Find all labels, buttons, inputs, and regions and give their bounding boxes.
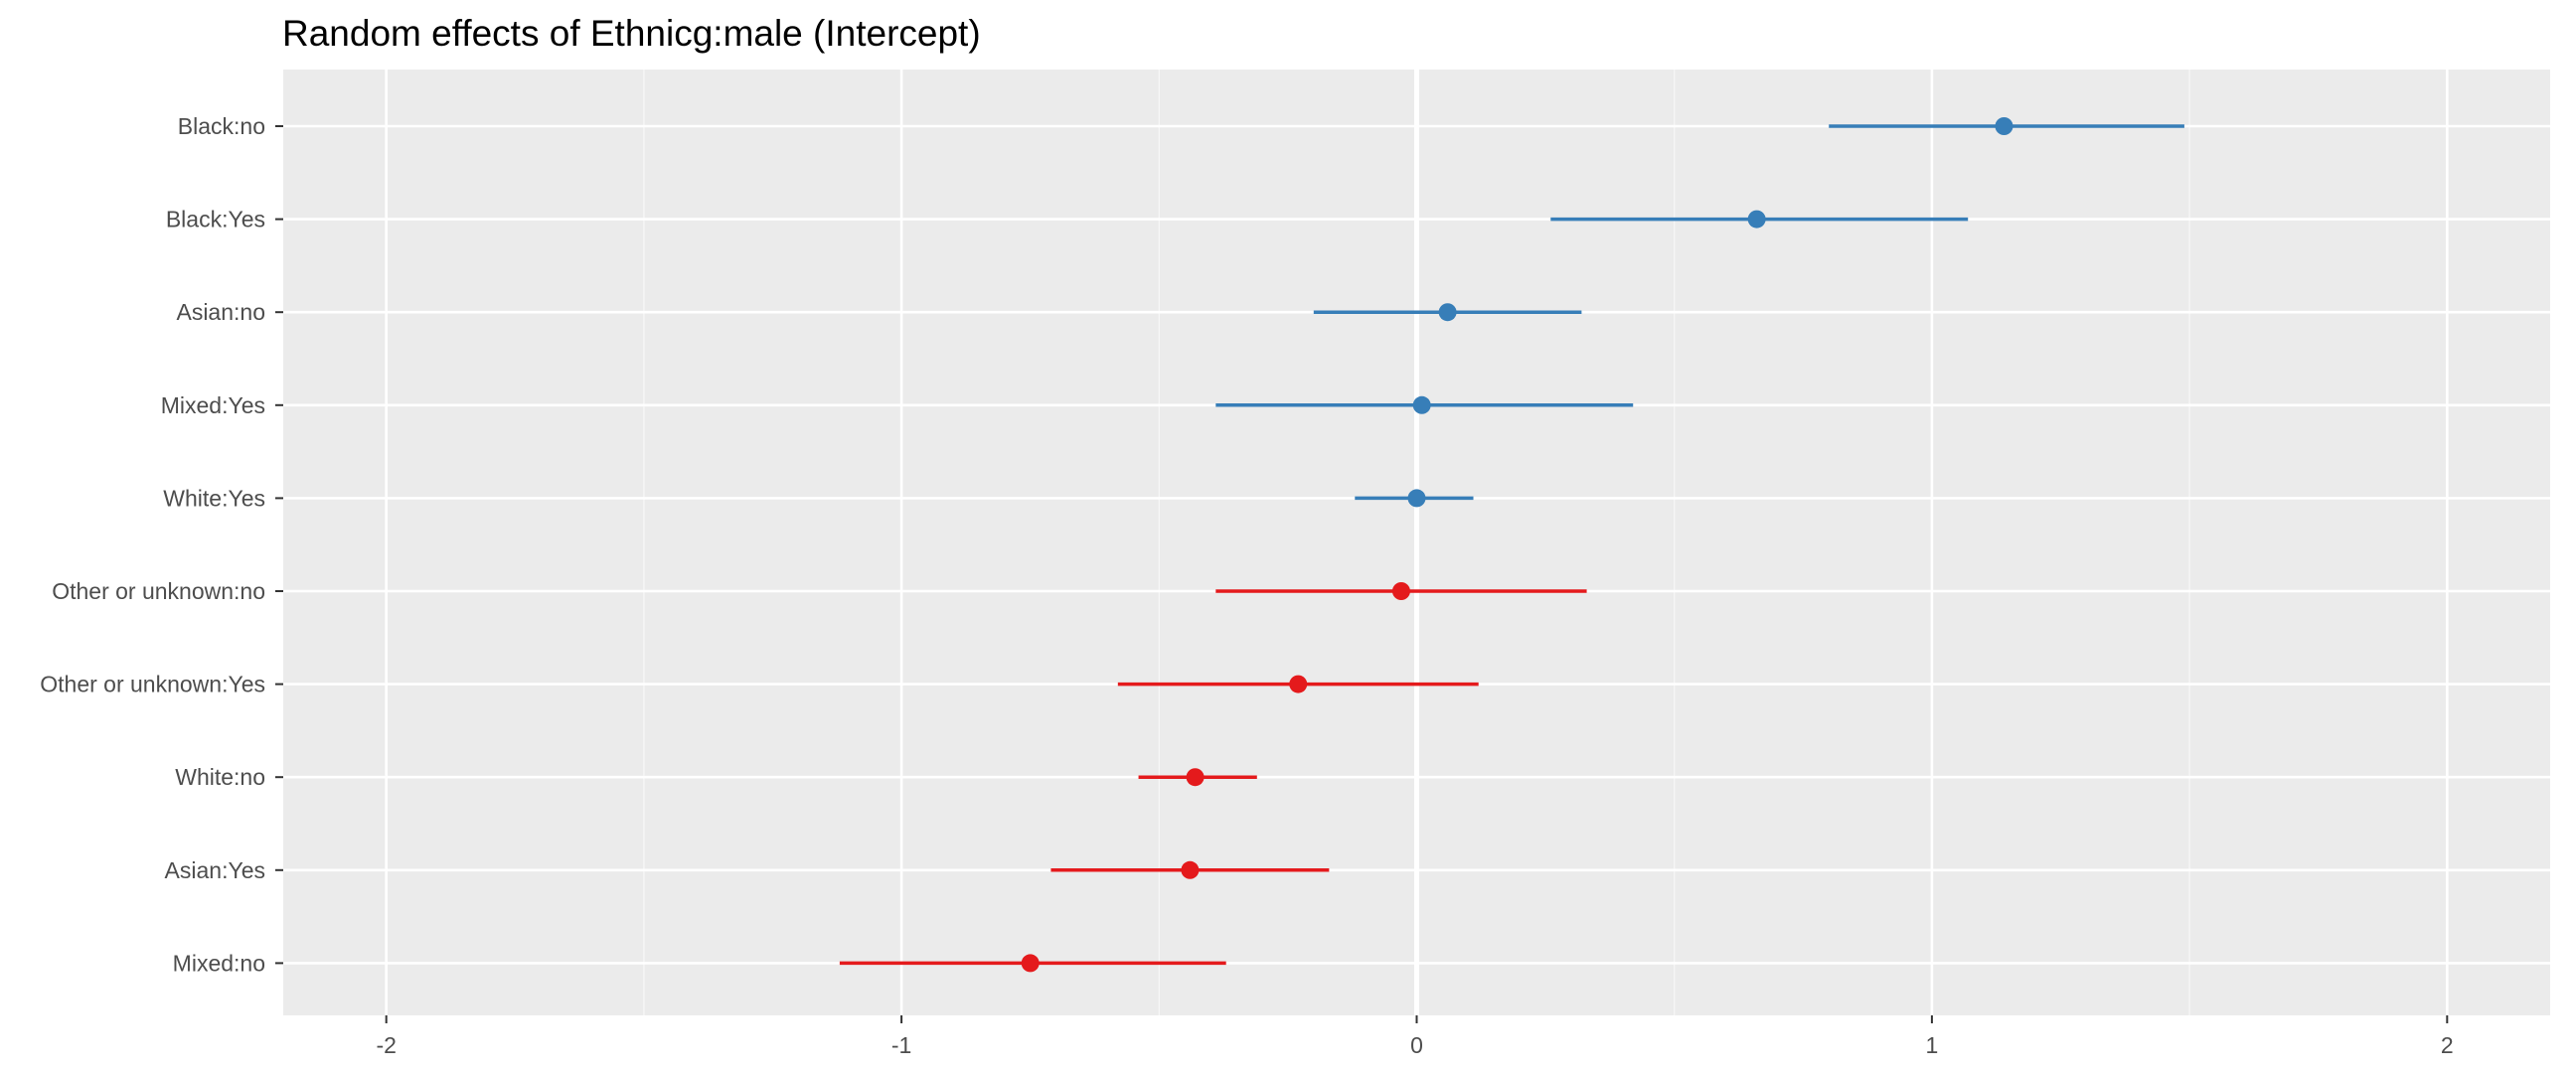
- estimate-point: [1289, 675, 1308, 693]
- y-tick-label: Other or unknown:Yes: [40, 672, 265, 697]
- grid-minor: [643, 70, 2190, 1015]
- estimate-point: [1186, 768, 1205, 787]
- y-tick-label: Asian:Yes: [165, 857, 265, 883]
- x-tick-label: -2: [376, 1032, 396, 1058]
- estimate-point: [1438, 303, 1457, 322]
- estimate-point: [1995, 117, 2013, 135]
- x-tick-label: 0: [1410, 1032, 1423, 1058]
- y-tick-label: Mixed:Yes: [161, 392, 265, 418]
- y-tick-label: White:no: [175, 764, 265, 790]
- y-tick-label: Other or unknown:no: [52, 578, 265, 604]
- estimate-point: [1181, 860, 1200, 879]
- estimate-point: [1747, 210, 1766, 229]
- y-tick-label: Black:no: [178, 113, 265, 139]
- estimate-point: [1021, 954, 1040, 973]
- x-tick-label: -1: [891, 1032, 911, 1058]
- y-axis-labels: Black:no Black:Yes Asian:no Mixed:Yes White:…: [40, 113, 283, 976]
- y-tick-label: Asian:no: [176, 299, 265, 325]
- y-tick-label: Black:Yes: [166, 207, 265, 232]
- point-ranges: [839, 117, 2184, 973]
- x-axis-labels: -2 -1 0 1 2: [376, 1015, 2454, 1058]
- y-tick-label: Mixed:no: [173, 950, 265, 976]
- estimate-point: [1412, 395, 1431, 414]
- x-tick-label: 2: [2441, 1032, 2454, 1058]
- estimate-point: [1407, 489, 1426, 508]
- y-tick-label: White:Yes: [163, 485, 265, 511]
- estimate-point: [1391, 582, 1410, 600]
- x-tick-label: 1: [1926, 1032, 1939, 1058]
- chart-title: Random effects of Ethnicg:male (Intercep…: [282, 13, 981, 54]
